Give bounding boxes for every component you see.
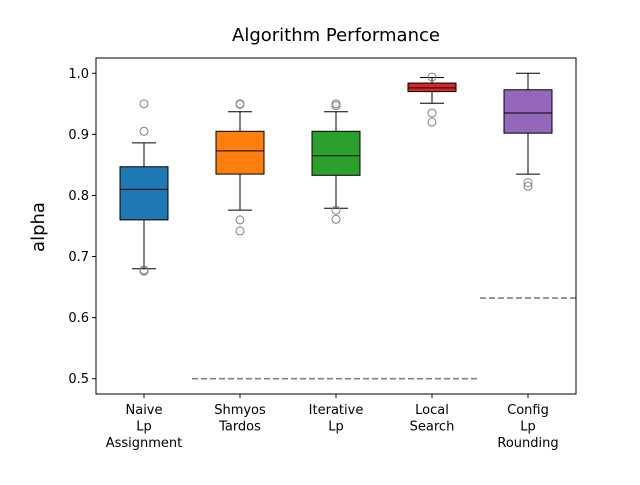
box-group	[215, 99, 265, 236]
box-group	[119, 99, 169, 276]
plot-area: 0.5 0.6 0.7 0.8 0.9 1.0 Naive Lp Assignment Shmyo…	[68, 67, 576, 451]
outlier-point	[427, 72, 437, 82]
iqr-box	[407, 82, 457, 93]
iqr-box	[119, 166, 169, 221]
outlier-point	[235, 226, 245, 236]
y-tick-label: 0.9	[68, 128, 89, 143]
outlier-point	[139, 126, 149, 136]
plot-frame	[95, 57, 577, 395]
outlier-point	[235, 99, 245, 109]
outlier-point	[235, 215, 245, 225]
iqr-box	[503, 89, 553, 134]
box-group	[503, 72, 553, 191]
chart-title: Algorithm Performance	[232, 25, 440, 46]
iqr-box	[311, 130, 361, 176]
outlier-point	[427, 117, 437, 127]
box-group	[311, 99, 361, 224]
y-axis-label: alpha	[28, 202, 49, 252]
y-tick-label: 0.6	[68, 311, 89, 326]
y-tick-label: 0.8	[68, 189, 89, 204]
x-tick-label: Config Lp Rounding	[497, 403, 558, 451]
x-tick-label: Local Search	[410, 403, 455, 435]
x-tick-label: Naive Lp Assignment	[106, 403, 183, 451]
outlier-point	[331, 205, 341, 215]
outlier-point	[331, 214, 341, 224]
outlier-point	[331, 99, 341, 109]
y-tick-label: 0.7	[68, 250, 89, 265]
outlier-point	[331, 101, 341, 111]
outlier-point	[523, 181, 533, 191]
x-tick-label: Shmyos Tardos	[214, 403, 266, 435]
outlier-point	[427, 108, 437, 118]
outlier-point	[523, 178, 533, 188]
iqr-box	[215, 130, 265, 175]
box-group	[407, 72, 457, 127]
y-tick-label: 0.5	[68, 372, 89, 387]
y-tick-label: 1.0	[68, 67, 89, 82]
x-tick-label: Iterative Lp	[309, 403, 364, 435]
outlier-point	[139, 99, 149, 109]
outlier-point	[139, 266, 149, 276]
